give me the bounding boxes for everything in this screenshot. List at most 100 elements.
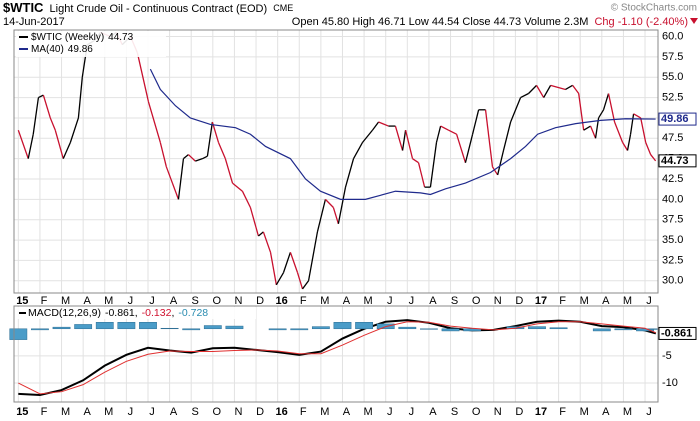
price-segment xyxy=(62,142,71,159)
price-segment xyxy=(269,252,277,285)
price-segment xyxy=(352,142,364,159)
price-segment xyxy=(38,94,44,99)
x-tick-label: M xyxy=(364,295,373,307)
x-tick-label: D xyxy=(256,295,264,307)
price-segment xyxy=(484,109,494,167)
y-tick-label: 57.5 xyxy=(662,51,683,63)
price-segment xyxy=(528,84,538,94)
y-tick-label: 37.5 xyxy=(662,214,683,226)
price-segment xyxy=(183,154,189,160)
x-tick-label: A xyxy=(170,295,178,307)
price-segment xyxy=(136,52,150,102)
exchange: CME xyxy=(273,3,293,13)
price-segment xyxy=(626,134,632,151)
histogram-bar xyxy=(182,328,201,331)
price-segment xyxy=(583,125,591,131)
x-tick-label: A xyxy=(429,295,437,307)
source: © StockCharts.com xyxy=(611,3,697,14)
price-segment xyxy=(32,97,40,135)
price-segment xyxy=(301,280,310,290)
legend-value: -0.132 xyxy=(142,307,172,319)
x-tick-label: A xyxy=(83,295,91,307)
price-segment xyxy=(262,231,272,253)
legend-value: 49.86 xyxy=(68,44,93,55)
x-tick-label: M xyxy=(623,406,632,418)
x-tick-label: M xyxy=(320,295,329,307)
histogram-bar xyxy=(333,322,352,330)
price-segment xyxy=(275,272,285,286)
x-tick-label: J xyxy=(646,406,652,418)
plot-frame xyxy=(13,305,659,403)
price-segment xyxy=(602,93,610,110)
price-segment xyxy=(520,92,529,99)
x-tick-label: 15 xyxy=(16,406,28,418)
histogram-bar xyxy=(592,328,611,332)
x-tick-label: M xyxy=(623,295,632,307)
x-tick-label: O xyxy=(472,406,481,418)
x-tick-label: 17 xyxy=(535,406,547,418)
legend-box xyxy=(16,307,256,319)
quote-values: Open 45.80 High 46.71 Low 44.54 Close 44… xyxy=(292,16,589,28)
x-tick-label: O xyxy=(472,295,481,307)
y-tick-label: 55.0 xyxy=(662,71,683,83)
x-tick-label: S xyxy=(192,406,199,418)
legend-label: $WTIC (Weekly) 44.73 xyxy=(31,32,134,43)
last-value-box xyxy=(658,326,697,340)
price-segment xyxy=(165,166,174,184)
histogram-bar xyxy=(441,328,460,332)
histogram-bar xyxy=(52,326,71,330)
x-tick-label: D xyxy=(256,406,264,418)
x-tick-label: F xyxy=(300,406,307,418)
x-tick-label: J xyxy=(409,406,415,418)
price-segment xyxy=(404,129,414,159)
date: 14-Jun-2017 xyxy=(3,16,65,28)
histogram-bar xyxy=(528,326,546,330)
price-segment xyxy=(49,117,56,131)
price-segment xyxy=(572,84,580,94)
histogram-bar xyxy=(290,328,309,331)
x-tick-label: F xyxy=(559,295,566,307)
x-tick-label: 17 xyxy=(535,295,547,307)
x-tick-label: M xyxy=(104,295,113,307)
price-segment xyxy=(401,130,407,151)
legend-value: -0.728 xyxy=(178,307,208,319)
price-segment xyxy=(187,154,196,162)
legend-box xyxy=(16,31,166,57)
price-segment xyxy=(497,150,505,176)
price-segment xyxy=(535,85,545,98)
y-tick-label: 35.0 xyxy=(662,234,683,246)
histogram-bar xyxy=(225,325,244,330)
legend-label: MACD(12,26,9) -0.861, -0.132, -0.728 xyxy=(28,307,208,319)
legend-value: -0.861 xyxy=(105,307,135,319)
price-segment xyxy=(594,117,600,139)
legend-name: $WTIC (Weekly) xyxy=(31,32,104,43)
price-segment xyxy=(217,142,226,159)
price-segment xyxy=(206,121,214,157)
y-tick-label: 52.5 xyxy=(662,91,683,103)
change: Chg -1.10 (-2.40%) xyxy=(594,16,688,28)
line xyxy=(149,68,656,200)
x-tick-label: 16 xyxy=(276,406,288,418)
price-segment xyxy=(640,117,647,143)
x-tick-label: M xyxy=(580,295,589,307)
x-tick-label: N xyxy=(494,406,502,418)
x-tick-label: J xyxy=(387,406,393,418)
price-segment xyxy=(417,162,426,188)
legend-name: MA(40) xyxy=(31,44,64,55)
histogram-bar xyxy=(95,322,114,330)
y-tick-label: -10 xyxy=(662,377,678,389)
y-tick-label: 32.5 xyxy=(662,254,683,266)
price-segment xyxy=(502,121,512,151)
x-tick-label: A xyxy=(343,406,351,418)
x-tick-label: O xyxy=(213,295,222,307)
price-segment xyxy=(69,117,80,143)
price-segment xyxy=(378,121,389,127)
price-segment xyxy=(307,231,319,281)
x-tick-label: O xyxy=(213,406,222,418)
quote: Open 45.80 High 46.71 Low 44.54 Close 44… xyxy=(292,16,688,28)
x-tick-label: S xyxy=(451,295,458,307)
price-segment xyxy=(17,129,29,159)
x-tick-label: M xyxy=(320,406,329,418)
price-segment xyxy=(344,158,355,188)
